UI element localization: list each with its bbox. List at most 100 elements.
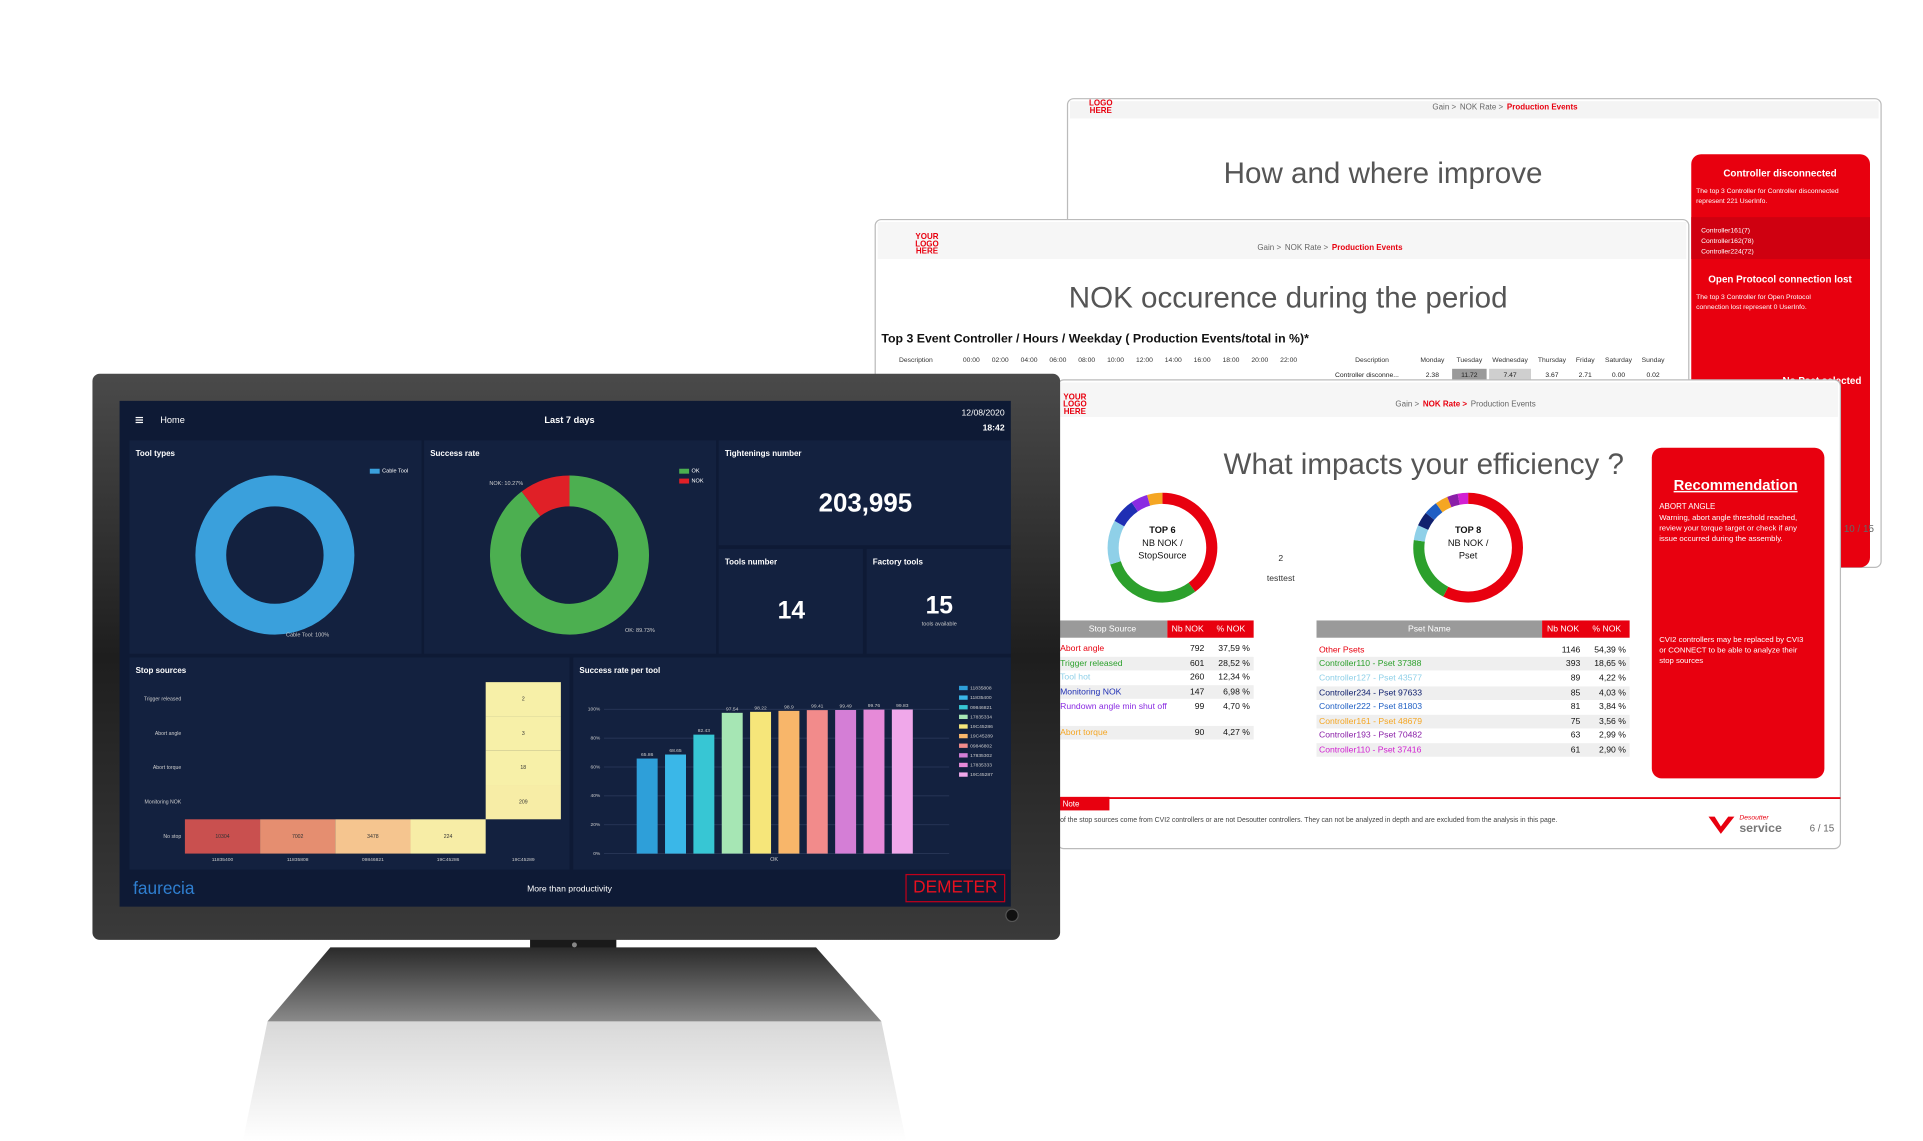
recommendation-text: review your torque target or check if an… bbox=[1659, 524, 1797, 533]
heatmap-row-label: Trigger released bbox=[144, 697, 181, 703]
logo-text: YOUR bbox=[1063, 392, 1086, 401]
table-cell: Controller127 - Pset 43577 bbox=[1319, 673, 1422, 683]
breadcrumb-item: Gain > bbox=[1395, 400, 1419, 409]
bar-value-label: 98.22 bbox=[754, 705, 767, 711]
donut-segment bbox=[490, 475, 649, 635]
table-row-bg bbox=[1057, 685, 1254, 699]
table-cell: 90 bbox=[1195, 727, 1205, 737]
table-cell: 4,27 % bbox=[1223, 727, 1250, 737]
table-header: 08:00 bbox=[1078, 357, 1095, 364]
table-row-bg bbox=[1316, 743, 1630, 757]
table-header: Pset Name bbox=[1408, 623, 1451, 633]
table-cell: Monitoring NOK bbox=[1060, 686, 1122, 696]
donut-segment bbox=[1413, 540, 1449, 597]
logo-text: HERE bbox=[1064, 407, 1087, 416]
table-cell: 85 bbox=[1571, 688, 1581, 698]
recommendation-title: Recommendation bbox=[1674, 478, 1798, 494]
table-cell: 1146 bbox=[1562, 644, 1581, 654]
table-cell: 3,84 % bbox=[1599, 701, 1626, 711]
donut-label: TOP 8 bbox=[1455, 525, 1481, 535]
legend-label: 19C45289 bbox=[970, 734, 993, 740]
donut-segment bbox=[1435, 496, 1452, 513]
donut-segment bbox=[1162, 492, 1218, 592]
donut-segment bbox=[195, 475, 355, 635]
slide-header-bar bbox=[877, 222, 1687, 260]
breadcrumb: Gain > NOK Rate > Production Events bbox=[1432, 102, 1578, 111]
table-header: 20:00 bbox=[1251, 357, 1268, 364]
table-header: 06:00 bbox=[1049, 357, 1066, 364]
donut-segment bbox=[1447, 493, 1460, 508]
donut-segment bbox=[1131, 494, 1151, 512]
legend-swatch bbox=[959, 724, 968, 729]
recommendation-panel bbox=[1651, 447, 1825, 779]
table-cell: Tool hot bbox=[1060, 671, 1091, 681]
highlight-cell bbox=[1452, 368, 1487, 380]
table-cell: Controller disconne... bbox=[1335, 372, 1399, 379]
table-cell: Controller222 - Pset 81803 bbox=[1319, 701, 1422, 711]
heatmap-value: 2 bbox=[522, 697, 525, 703]
stand-base bbox=[267, 947, 882, 1022]
table-cell: 3.67 bbox=[1545, 372, 1558, 379]
legend-swatch bbox=[369, 468, 380, 474]
slide-subtitle: Top 3 Event Controller / Hours / Weekday… bbox=[881, 331, 1309, 345]
legend-swatch bbox=[959, 743, 968, 748]
heatmap-row-label: Monitoring NOK bbox=[145, 800, 182, 806]
table-header: Tuesday bbox=[1457, 357, 1483, 364]
table-header: Description bbox=[899, 357, 933, 364]
panel-list-band bbox=[1691, 217, 1870, 260]
table-cell: Rundown angle min shut off bbox=[1060, 701, 1167, 711]
legend-label: Cable Tool bbox=[382, 469, 408, 475]
bar-value-label: 99.76 bbox=[868, 703, 881, 709]
logo-text: HERE bbox=[1090, 106, 1113, 115]
table-cell: 12,34 % bbox=[1218, 671, 1250, 681]
slide-header-bar bbox=[1069, 101, 1879, 119]
table-cell: 393 bbox=[1566, 658, 1581, 668]
y-tick-label: 60% bbox=[590, 764, 600, 770]
heatmap-row-label: Abort torque bbox=[153, 765, 181, 771]
table-cell: 0.00 bbox=[1612, 372, 1625, 379]
donut-label: NB NOK / bbox=[1448, 538, 1489, 548]
highlight-cell bbox=[1489, 368, 1532, 380]
table-header-bg bbox=[1316, 620, 1543, 638]
heatmap-cell bbox=[485, 682, 561, 717]
legend-label: OK bbox=[692, 469, 700, 475]
table-header-bg bbox=[1542, 620, 1630, 638]
product-logo: DEMETER bbox=[913, 877, 997, 897]
table-cell: 2.38 bbox=[1426, 372, 1439, 379]
donut-segment bbox=[1457, 492, 1469, 505]
table-cell: 7.47 bbox=[1503, 372, 1516, 379]
breadcrumb-item: Production Events bbox=[1507, 102, 1578, 111]
recommendation-text: issue occurred during the assembly. bbox=[1659, 534, 1782, 543]
panel-title: Success rate per tool bbox=[579, 666, 660, 675]
table-header: 18:00 bbox=[1223, 357, 1240, 364]
power-button bbox=[1005, 908, 1019, 923]
bar bbox=[891, 709, 913, 854]
heatmap-cell bbox=[184, 819, 261, 854]
table-cell: 4,70 % bbox=[1223, 701, 1250, 711]
panel bbox=[866, 548, 1011, 654]
panel-list-item: Controller161(7) bbox=[1701, 227, 1750, 234]
table-cell: 260 bbox=[1190, 671, 1205, 681]
table-cell: 4,03 % bbox=[1599, 688, 1626, 698]
table-cell: 2,99 % bbox=[1599, 729, 1626, 739]
footer-tagline: More than productivity bbox=[527, 884, 613, 894]
legend-label: 09846821 bbox=[970, 705, 992, 711]
legend-label: 17835333 bbox=[970, 763, 992, 769]
table-cell: Other Psets bbox=[1319, 644, 1365, 654]
donut-segment bbox=[1443, 492, 1523, 603]
panel-list-item: Controller162(78) bbox=[1701, 238, 1754, 245]
middle-label: 2 bbox=[1278, 553, 1283, 563]
bar-value-label: 99.41 bbox=[811, 704, 824, 710]
legend-label: 19C45287 bbox=[970, 772, 993, 778]
period: Last 7 days bbox=[544, 415, 594, 425]
breadcrumb-item: NOK Rate > bbox=[1460, 102, 1504, 111]
table-cell: 3,56 % bbox=[1599, 716, 1626, 726]
table-header: Nb NOK bbox=[1172, 623, 1204, 633]
table-cell: 54,39 % bbox=[1594, 644, 1626, 654]
bar bbox=[863, 709, 885, 854]
table-cell: Controller161 - Pset 48679 bbox=[1319, 716, 1422, 726]
heatmap-value: 10304 bbox=[215, 834, 229, 840]
table-row-bg bbox=[1316, 686, 1630, 701]
heatmap-column-label: 19C45286 bbox=[437, 857, 460, 863]
